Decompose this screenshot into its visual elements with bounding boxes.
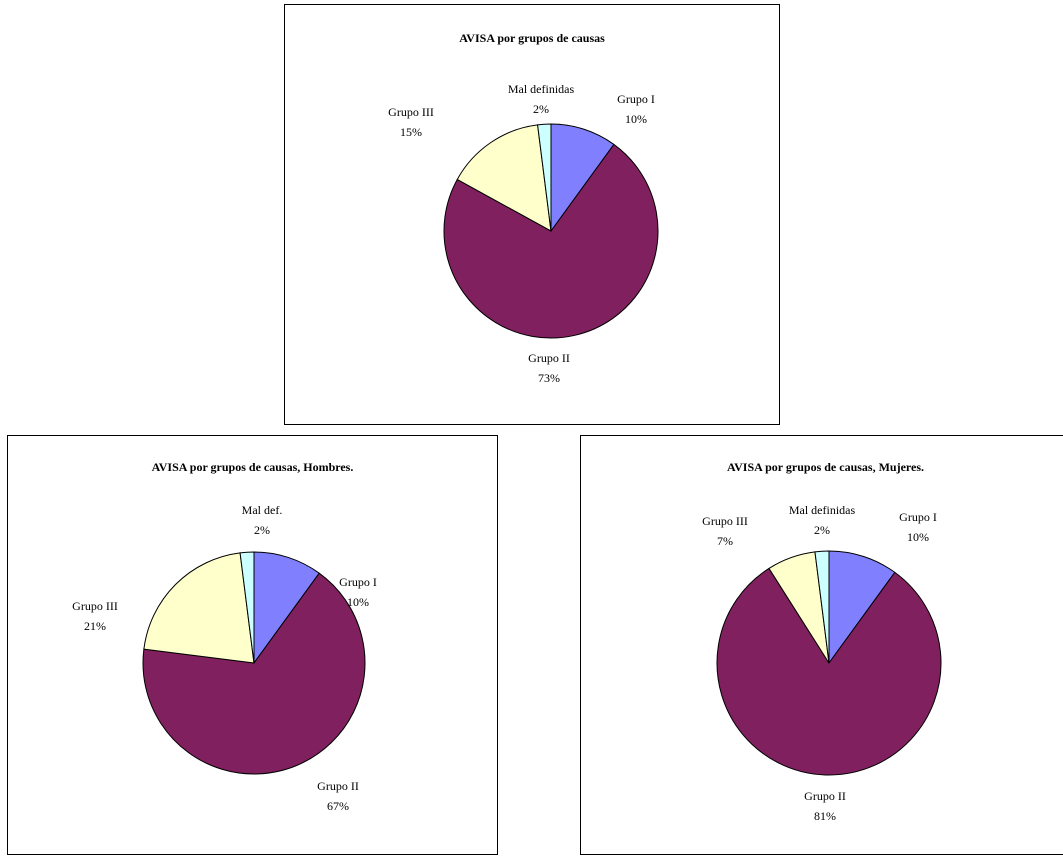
- slice-label: Grupo III: [72, 599, 118, 613]
- slice-label: Mal def.: [242, 503, 283, 517]
- slice-percent-label: 10%: [347, 595, 369, 609]
- pie-chart-hombres: AVISA por grupos de causas, Hombres. Gru…: [7, 435, 498, 855]
- pie-slice-grupo-ii: [716, 567, 942, 776]
- slice-label: Grupo II: [528, 351, 570, 365]
- slice-label: Mal definidas: [508, 82, 575, 96]
- pie-chart-svg: Grupo I 10% Grupo II 73% Grupo III 15% Mal def…: [388, 82, 659, 385]
- slice-percent-label: 73%: [538, 371, 560, 385]
- pie-chart-total: AVISA por grupos de causas Grupo I 10% Gru…: [284, 4, 780, 425]
- slice-label: Mal definidas: [789, 503, 856, 517]
- pie-slice-grupo-iii: [456, 124, 552, 232]
- slice-label: Grupo I: [899, 510, 937, 524]
- slice-percent-label: 10%: [625, 112, 647, 126]
- slice-percent-label: 2%: [254, 523, 270, 537]
- chart-title: AVISA por grupos de causas, Hombres.: [151, 460, 354, 474]
- slice-percent-label: 81%: [814, 809, 836, 823]
- pie-chart-svg: Grupo I 10% Grupo II 81% Grupo III 7% Mal defi…: [702, 503, 942, 823]
- slice-label: Grupo III: [702, 514, 748, 528]
- slice-percent-label: 21%: [84, 619, 106, 633]
- pie-slice-mal-def-: [239, 551, 255, 664]
- slice-label: Grupo II: [317, 779, 359, 793]
- pie-chart-mujeres: AVISA por grupos de causas, Mujeres. Gru…: [580, 435, 1063, 855]
- pie-slice-mal-definidas: [814, 550, 830, 664]
- pie-slice-grupo-ii: [443, 143, 659, 339]
- slice-label: Grupo I: [617, 92, 655, 106]
- slice-label: Grupo I: [339, 575, 377, 589]
- pie-slice-grupo-ii: [142, 572, 366, 775]
- slice-percent-label: 2%: [533, 102, 549, 116]
- slice-percent-label: 10%: [907, 530, 929, 544]
- pie-slice-grupo-iii: [143, 552, 255, 664]
- slice-percent-label: 7%: [717, 534, 733, 548]
- slice-percent-label: 67%: [327, 799, 349, 813]
- slice-label: Grupo III: [388, 105, 434, 119]
- slice-percent-label: 15%: [400, 125, 422, 139]
- pie-slice-mal-definidas: [537, 123, 552, 232]
- chart-title: AVISA por grupos de causas: [459, 31, 605, 45]
- chart-title: AVISA por grupos de causas, Mujeres.: [726, 460, 925, 474]
- slice-label: Grupo II: [804, 789, 846, 803]
- slice-percent-label: 2%: [814, 523, 830, 537]
- pie-chart-svg: Grupo I 10% Grupo II 67% Grupo III 21% Mal def…: [72, 503, 377, 813]
